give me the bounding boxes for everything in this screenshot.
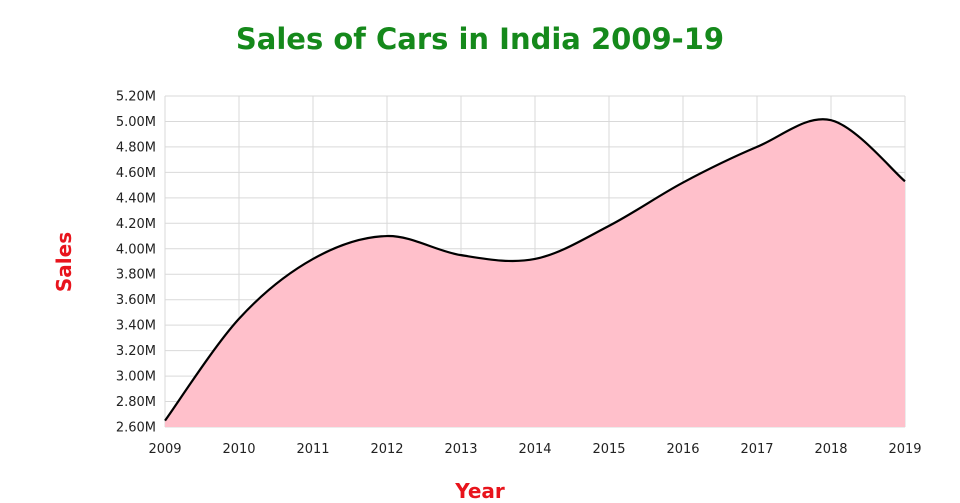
x-tick-label: 2019 (888, 442, 921, 457)
y-axis-ticks: 2.60M 2.80M 3.00M 3.20M 3.40M 3.60M 3.80M 4.00M… (116, 90, 156, 436)
y-tick-label: 4.80M (116, 140, 156, 155)
x-tick-label: 2009 (148, 442, 181, 457)
y-tick-label: 5.20M (116, 90, 156, 105)
chart-title: Sales of Cars in India 2009-19 (235, 22, 725, 56)
y-tick-label: 5.00M (116, 115, 156, 130)
area-fill (165, 119, 905, 427)
x-tick-label: 2015 (592, 442, 625, 457)
x-axis-title: Year (455, 479, 505, 503)
y-tick-label: 3.60M (116, 293, 156, 308)
x-axis-ticks: 2009 2010 2011 2012 2013 2014 2015 2016 2017 2018… (148, 442, 921, 457)
x-tick-label: 2016 (666, 442, 699, 457)
sales-line (164, 118, 906, 422)
x-tick-label: 2014 (518, 442, 551, 457)
y-tick-label: 4.40M (116, 191, 156, 206)
y-tick-label: 4.00M (116, 242, 156, 257)
y-tick-label: 2.60M (116, 421, 156, 436)
x-tick-label: 2017 (740, 442, 773, 457)
y-tick-label: 3.40M (116, 319, 156, 334)
y-tick-label: 3.80M (116, 268, 156, 283)
x-tick-label: 2010 (222, 442, 255, 457)
x-tick-label: 2013 (444, 442, 477, 457)
x-tick-label: 2018 (814, 442, 847, 457)
area-series (164, 118, 906, 427)
y-tick-label: 2.80M (116, 395, 156, 410)
y-tick-label: 3.20M (116, 344, 156, 359)
y-tick-label: 3.00M (116, 370, 156, 385)
y-tick-label: 4.20M (116, 217, 156, 232)
x-tick-label: 2012 (370, 442, 403, 457)
x-tick-label: 2011 (296, 442, 329, 457)
y-tick-label: 4.60M (116, 166, 156, 181)
